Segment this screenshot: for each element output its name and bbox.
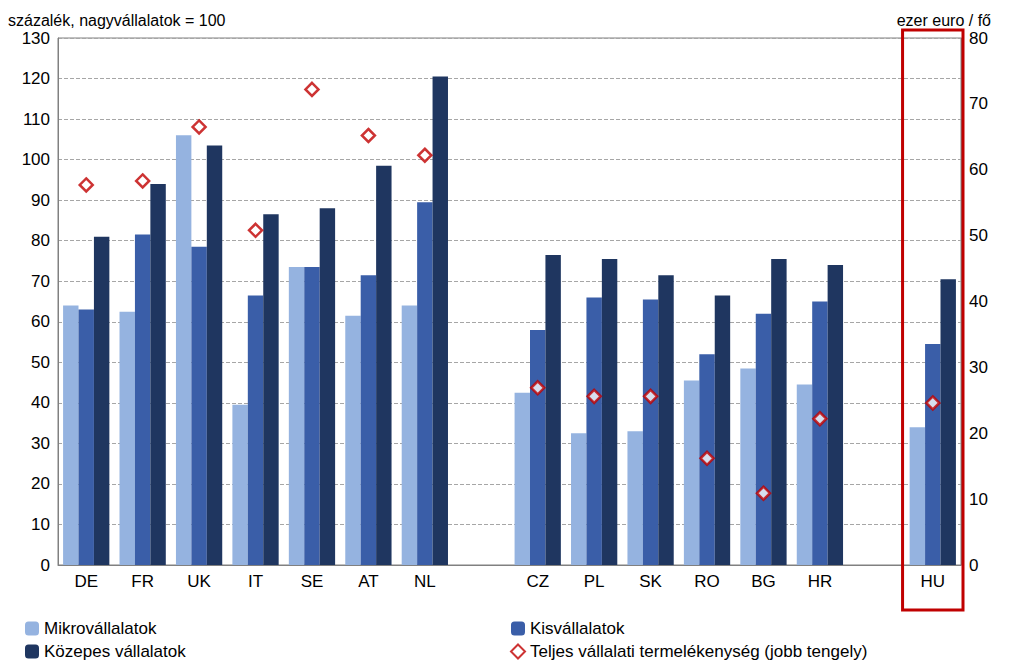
svg-text:DE: DE bbox=[74, 572, 98, 591]
svg-text:Kisvállalatok: Kisvállalatok bbox=[530, 619, 625, 638]
svg-text:BG: BG bbox=[751, 572, 776, 591]
svg-text:50: 50 bbox=[969, 226, 988, 245]
svg-text:130: 130 bbox=[22, 29, 50, 48]
svg-text:PL: PL bbox=[584, 572, 605, 591]
svg-text:HR: HR bbox=[808, 572, 833, 591]
svg-text:110: 110 bbox=[23, 110, 50, 129]
svg-text:40: 40 bbox=[31, 393, 50, 412]
svg-text:20: 20 bbox=[969, 424, 988, 443]
svg-text:Közepes vállalatok: Közepes vállalatok bbox=[44, 642, 186, 661]
svg-text:SE: SE bbox=[301, 572, 324, 591]
svg-text:Teljes vállalati termelékenysé: Teljes vállalati termelékenység (jobb te… bbox=[530, 642, 867, 661]
svg-text:ezer euro / fő: ezer euro / fő bbox=[897, 12, 991, 29]
svg-text:80: 80 bbox=[969, 29, 988, 48]
svg-text:10: 10 bbox=[31, 515, 50, 534]
svg-text:HU: HU bbox=[921, 572, 946, 591]
svg-text:70: 70 bbox=[969, 94, 988, 113]
svg-text:SK: SK bbox=[639, 572, 662, 591]
svg-text:40: 40 bbox=[969, 292, 988, 311]
svg-text:90: 90 bbox=[31, 191, 50, 210]
svg-text:UK: UK bbox=[187, 572, 211, 591]
svg-text:AT: AT bbox=[358, 572, 378, 591]
svg-text:0: 0 bbox=[969, 556, 978, 575]
svg-text:NL: NL bbox=[414, 572, 436, 591]
svg-text:FR: FR bbox=[131, 572, 154, 591]
svg-text:60: 60 bbox=[31, 312, 50, 331]
svg-text:0: 0 bbox=[41, 556, 50, 575]
svg-text:70: 70 bbox=[31, 272, 50, 291]
svg-text:RO: RO bbox=[694, 572, 720, 591]
svg-text:Mikrovállalatok: Mikrovállalatok bbox=[44, 619, 157, 638]
svg-text:30: 30 bbox=[31, 434, 50, 453]
svg-text:50: 50 bbox=[31, 353, 50, 372]
svg-text:20: 20 bbox=[31, 474, 50, 493]
svg-text:120: 120 bbox=[22, 69, 50, 88]
svg-text:10: 10 bbox=[969, 490, 988, 509]
svg-text:százalék, nagyvállalatok = 100: százalék, nagyvállalatok = 100 bbox=[8, 12, 226, 29]
svg-text:80: 80 bbox=[31, 231, 50, 250]
svg-text:CZ: CZ bbox=[526, 572, 549, 591]
svg-text:IT: IT bbox=[248, 572, 263, 591]
svg-text:30: 30 bbox=[969, 358, 988, 377]
svg-text:60: 60 bbox=[969, 160, 988, 179]
svg-text:100: 100 bbox=[22, 150, 50, 169]
